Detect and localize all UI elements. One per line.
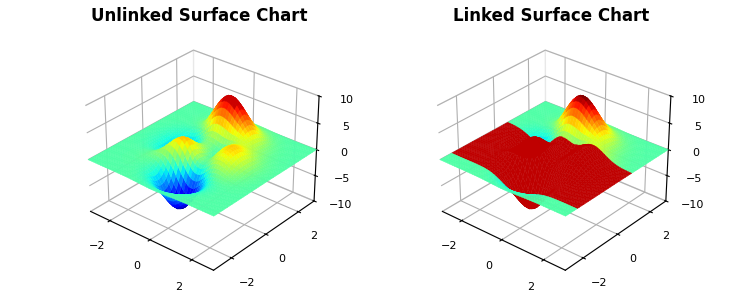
Title: Unlinked Surface Chart: Unlinked Surface Chart xyxy=(92,7,308,25)
Title: Linked Surface Chart: Linked Surface Chart xyxy=(454,7,650,25)
